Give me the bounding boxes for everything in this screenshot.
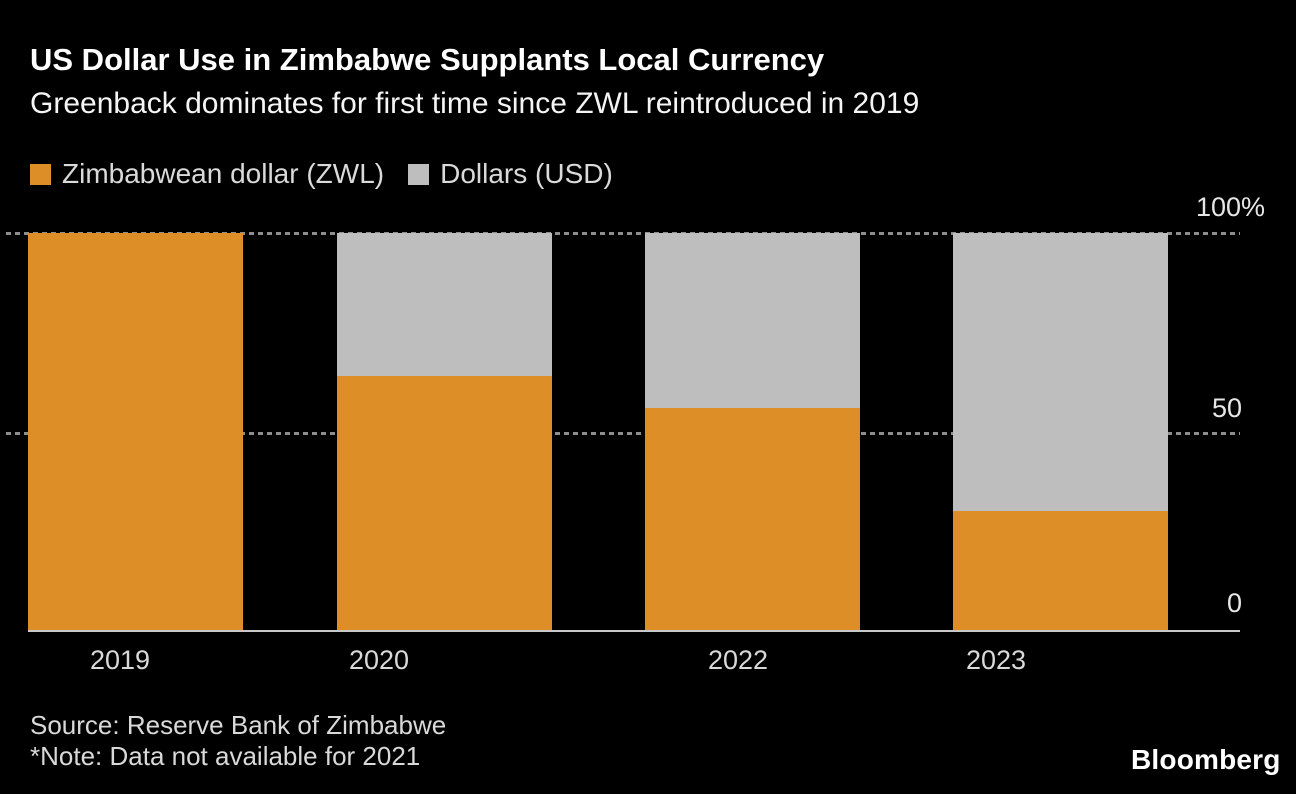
usd-legend-label: Dollars (USD) xyxy=(440,158,613,189)
bloomberg-logo: Bloomberg xyxy=(1131,744,1281,775)
legend: Zimbabwean dollar (ZWL) Dollars (USD) xyxy=(30,158,613,190)
bar-2023 xyxy=(953,233,1168,630)
gridline-50 xyxy=(6,432,1240,435)
bar-2019-zwl-segment xyxy=(28,233,243,630)
legend-item-usd: Dollars (USD) xyxy=(408,158,613,190)
y-tick-50: 50 xyxy=(1211,393,1242,423)
x-label-2023: 2023 xyxy=(965,645,1027,675)
y-tick-100: 100% xyxy=(1195,192,1265,222)
y-tick-0: 0 xyxy=(1226,588,1242,618)
bar-2019 xyxy=(28,233,243,630)
legend-item-zwl: Zimbabwean dollar (ZWL) xyxy=(30,158,384,190)
x-label-2019: 2019 xyxy=(89,645,151,675)
note-line: *Note: Data not available for 2021 xyxy=(30,741,421,771)
bar-2022 xyxy=(645,233,860,630)
x-label-2022: 2022 xyxy=(707,645,769,675)
chart-subtitle: Greenback dominates for first time since… xyxy=(30,87,920,120)
usd-swatch-icon xyxy=(408,163,430,185)
bar-2023-usd-segment xyxy=(953,233,1168,511)
x-axis-line xyxy=(28,630,1240,632)
x-label-2020: 2020 xyxy=(348,645,410,675)
bar-2022-usd-segment xyxy=(645,233,860,408)
gridline-100 xyxy=(6,232,1240,235)
zwl-legend-label: Zimbabwean dollar (ZWL) xyxy=(62,158,385,189)
bar-2020-zwl-segment xyxy=(337,375,552,630)
bar-2023-zwl-segment xyxy=(953,510,1168,630)
bar-2022-zwl-segment xyxy=(645,407,860,630)
chart-title: US Dollar Use in Zimbabwe Supplants Loca… xyxy=(30,42,825,77)
source-note-block: Source: Reserve Bank of Zimbabwe *Note: … xyxy=(30,710,446,772)
source-line: Source: Reserve Bank of Zimbabwe xyxy=(30,710,447,740)
bar-2020-usd-segment xyxy=(337,233,552,376)
bar-2020 xyxy=(337,233,552,630)
zwl-swatch-icon xyxy=(30,163,51,185)
